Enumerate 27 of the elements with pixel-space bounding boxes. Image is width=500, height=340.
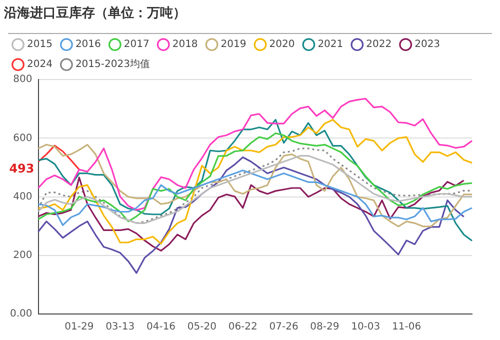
x-tick-label: 07-26	[269, 322, 298, 333]
y-tick-label: 800	[13, 74, 32, 86]
legend-label: 2020	[269, 39, 295, 50]
legend-label: 2016	[75, 39, 101, 50]
legend-label: 2015	[27, 39, 52, 50]
chart-title: 沿海进口豆库存（单位：万吨）	[3, 5, 186, 22]
y-tick-label: 200	[13, 250, 32, 261]
x-tick-label: 04-16	[146, 322, 176, 333]
x-tick-label: 01-29	[64, 322, 94, 333]
x-tick-label: 11-06	[392, 322, 422, 333]
x-tick-label: 08-29	[310, 322, 340, 333]
y-tick-label: 400	[13, 191, 32, 202]
x-tick-label: 10-03	[351, 322, 380, 333]
legend-label: 2022	[366, 39, 392, 50]
y-tick-label: 0.00	[10, 308, 32, 320]
x-tick-label: 05-20	[187, 322, 216, 333]
x-tick-label: 03-13	[106, 322, 135, 333]
legend-label: 2017	[124, 39, 150, 50]
legend-label: 2023	[414, 39, 440, 50]
x-tick-label: 06-22	[228, 322, 258, 333]
legend-label: 2018	[172, 39, 198, 50]
legend-label: 2015-2023均值	[75, 58, 150, 70]
annotation: 493	[9, 162, 34, 176]
legend-label: 2024	[27, 59, 52, 70]
y-tick-label: 600	[13, 132, 32, 144]
legend-label: 2021	[318, 39, 344, 50]
legend-label: 2019	[220, 39, 246, 50]
